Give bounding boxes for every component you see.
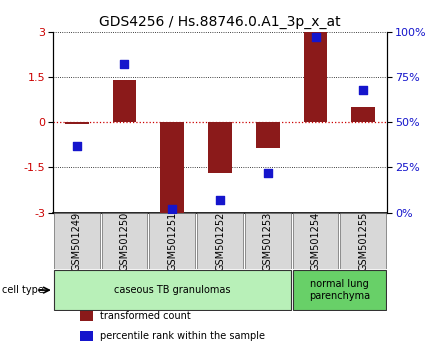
Text: GSM501254: GSM501254 [311,211,321,271]
Text: cell type: cell type [2,285,44,295]
Title: GDS4256 / Hs.88746.0.A1_3p_x_at: GDS4256 / Hs.88746.0.A1_3p_x_at [99,16,341,29]
Bar [256,122,280,148]
FancyBboxPatch shape [54,270,291,310]
Text: GSM501252: GSM501252 [215,211,225,271]
Text: normal lung
parenchyma: normal lung parenchyma [309,279,370,301]
Bar [65,122,88,124]
Bar [80,331,93,341]
Bar [80,311,93,321]
Text: caseous TB granulomas: caseous TB granulomas [114,285,231,295]
FancyBboxPatch shape [245,213,291,269]
FancyBboxPatch shape [293,270,386,310]
Point [264,170,271,176]
Text: GSM501250: GSM501250 [119,211,129,271]
Text: GSM501255: GSM501255 [358,211,368,271]
Point [216,197,224,203]
FancyBboxPatch shape [341,213,386,269]
Bar [113,80,136,122]
Text: GSM501249: GSM501249 [72,211,82,270]
Point [169,206,176,212]
Text: percentile rank within the sample: percentile rank within the sample [99,331,264,341]
Bar [304,32,327,122]
FancyBboxPatch shape [149,213,195,269]
Bar [160,122,184,213]
Text: GSM501253: GSM501253 [263,211,273,271]
Point [121,62,128,67]
Text: GSM501251: GSM501251 [167,211,177,271]
FancyBboxPatch shape [197,213,243,269]
FancyBboxPatch shape [293,213,338,269]
Point [360,87,367,92]
FancyBboxPatch shape [102,213,147,269]
Bar [208,122,232,173]
FancyBboxPatch shape [54,213,99,269]
Text: transformed count: transformed count [99,311,191,321]
Point [312,34,319,40]
Bar [352,107,375,122]
Point [73,143,80,149]
